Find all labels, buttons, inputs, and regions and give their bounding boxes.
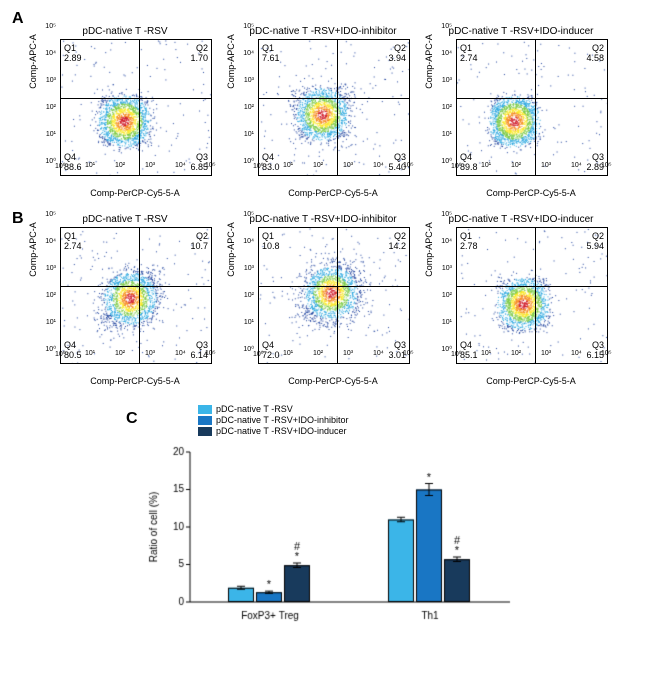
panel-a-label: A [12, 10, 24, 28]
plot-area: Q12.89Q21.70Q36.85Q488.6 [60, 39, 212, 176]
x-axis-label: Comp-PerCP-Cy5-5-A [258, 376, 408, 386]
x-ticks: 10⁰10¹10²10³10⁴10⁵ [60, 350, 210, 362]
q2-label: Q214.2 [388, 231, 406, 251]
scatter-title: pDC-native T -RSV+IDO-inducer [426, 214, 616, 225]
panel-b-row: pDC-native T -RSVQ12.74Q210.7Q36.14Q480.… [30, 214, 650, 394]
q1-label: Q12.89 [64, 43, 82, 63]
plot-area: Q110.8Q214.2Q33.01Q472.0 [258, 227, 410, 364]
legend-swatch [198, 416, 212, 425]
plot-area: Q12.74Q210.7Q36.14Q480.5 [60, 227, 212, 364]
plot-area: Q12.78Q25.94Q36.15Q485.1 [456, 227, 608, 364]
y-axis-label: Comp-APC-A [226, 34, 236, 89]
scatter-title: pDC-native T -RSV [30, 26, 220, 37]
panel-a-row: pDC-native T -RSVQ12.89Q21.70Q36.85Q488.… [30, 26, 650, 206]
q2-label: Q23.94 [388, 43, 406, 63]
legend-item: pDC-native T -RSV+IDO-inhibitor [198, 415, 348, 425]
x-axis-label: Comp-PerCP-Cy5-5-A [60, 376, 210, 386]
q2-label: Q210.7 [190, 231, 208, 251]
legend-swatch [198, 427, 212, 436]
scatter-title: pDC-native T -RSV [30, 214, 220, 225]
scatter-plot: pDC-native T -RSVQ12.74Q210.7Q36.14Q480.… [30, 214, 220, 394]
x-ticks: 10⁰10¹10²10³10⁴10⁵ [258, 350, 408, 362]
scatter-plot: pDC-native T -RSV+IDO-inducer Q12.78 Q25.9… [426, 214, 616, 394]
y-axis-label: Comp-APC-A [226, 222, 236, 277]
panel-c-label: C [126, 410, 138, 428]
x-axis-label: Comp-PerCP-Cy5-5-A [456, 376, 606, 386]
scatter-title: pDC-native T -RSV+IDO-inducer [426, 26, 616, 37]
scatter-plot: pDC-native T -RSV+IDO-inducer Q12.74 Q24.5… [426, 26, 616, 206]
q1-label: Q110.8 [262, 231, 280, 251]
scatter-title: pDC-native T -RSV+IDO-inhibitor [228, 26, 418, 37]
x-axis-label: Comp-PerCP-Cy5-5-A [258, 188, 408, 198]
bar-legend: pDC-native T -RSVpDC-native T -RSV+IDO-i… [198, 404, 348, 437]
q1-label: Q12.74 [64, 231, 82, 251]
legend-item: pDC-native T -RSV [198, 404, 348, 414]
legend-item: pDC-native T -RSV+IDO-inducer [198, 426, 348, 436]
q1-label: Q12.74 [460, 43, 478, 63]
y-ticks: 10⁰10¹10²10³10⁴10⁵ [44, 26, 58, 161]
q2-label: Q24.58 [586, 43, 604, 63]
legend-label: pDC-native T -RSV [216, 404, 293, 414]
panel-b-label: B [12, 210, 24, 228]
y-axis-label: Comp-APC-A [424, 222, 434, 277]
y-axis-label: Comp-APC-A [28, 34, 38, 89]
scatter-plot: pDC-native T -RSV+IDO-inhibitor Q17.61 Q23… [228, 26, 418, 206]
legend-label: pDC-native T -RSV+IDO-inducer [216, 426, 346, 436]
y-ticks: 10⁰10¹10²10³10⁴10⁵ [242, 26, 256, 161]
y-axis-label: Comp-APC-A [424, 34, 434, 89]
q2-label: Q21.70 [190, 43, 208, 63]
panel-c: pDC-native T -RSVpDC-native T -RSV+IDO-i… [140, 402, 650, 637]
q2-label: Q25.94 [586, 231, 604, 251]
x-ticks: 10⁰10¹10²10³10⁴10⁵ [258, 162, 408, 174]
x-ticks: 10⁰10¹10²10³10⁴10⁵ [456, 162, 606, 174]
scatter-title: pDC-native T -RSV+IDO-inhibitor [228, 214, 418, 225]
y-axis-label: Comp-APC-A [28, 222, 38, 277]
plot-area: Q12.74Q24.58Q32.89Q489.8 [456, 39, 608, 176]
y-ticks: 10⁰10¹10²10³10⁴10⁵ [440, 214, 454, 349]
x-ticks: 10⁰10¹10²10³10⁴10⁵ [456, 350, 606, 362]
scatter-plot: pDC-native T -RSVQ12.89Q21.70Q36.85Q488.… [30, 26, 220, 206]
y-ticks: 10⁰10¹10²10³10⁴10⁵ [440, 26, 454, 161]
x-axis-label: Comp-PerCP-Cy5-5-A [456, 188, 606, 198]
x-axis-label: Comp-PerCP-Cy5-5-A [60, 188, 210, 198]
q1-label: Q17.61 [262, 43, 280, 63]
x-ticks: 10⁰10¹10²10³10⁴10⁵ [60, 162, 210, 174]
y-ticks: 10⁰10¹10²10³10⁴10⁵ [44, 214, 58, 349]
scatter-plot: pDC-native T -RSV+IDO-inhibitor Q110.8 Q21… [228, 214, 418, 394]
legend-label: pDC-native T -RSV+IDO-inhibitor [216, 415, 348, 425]
legend-swatch [198, 405, 212, 414]
y-ticks: 10⁰10¹10²10³10⁴10⁵ [242, 214, 256, 349]
plot-area: Q17.61Q23.94Q35.40Q483.0 [258, 39, 410, 176]
q1-label: Q12.78 [460, 231, 478, 251]
